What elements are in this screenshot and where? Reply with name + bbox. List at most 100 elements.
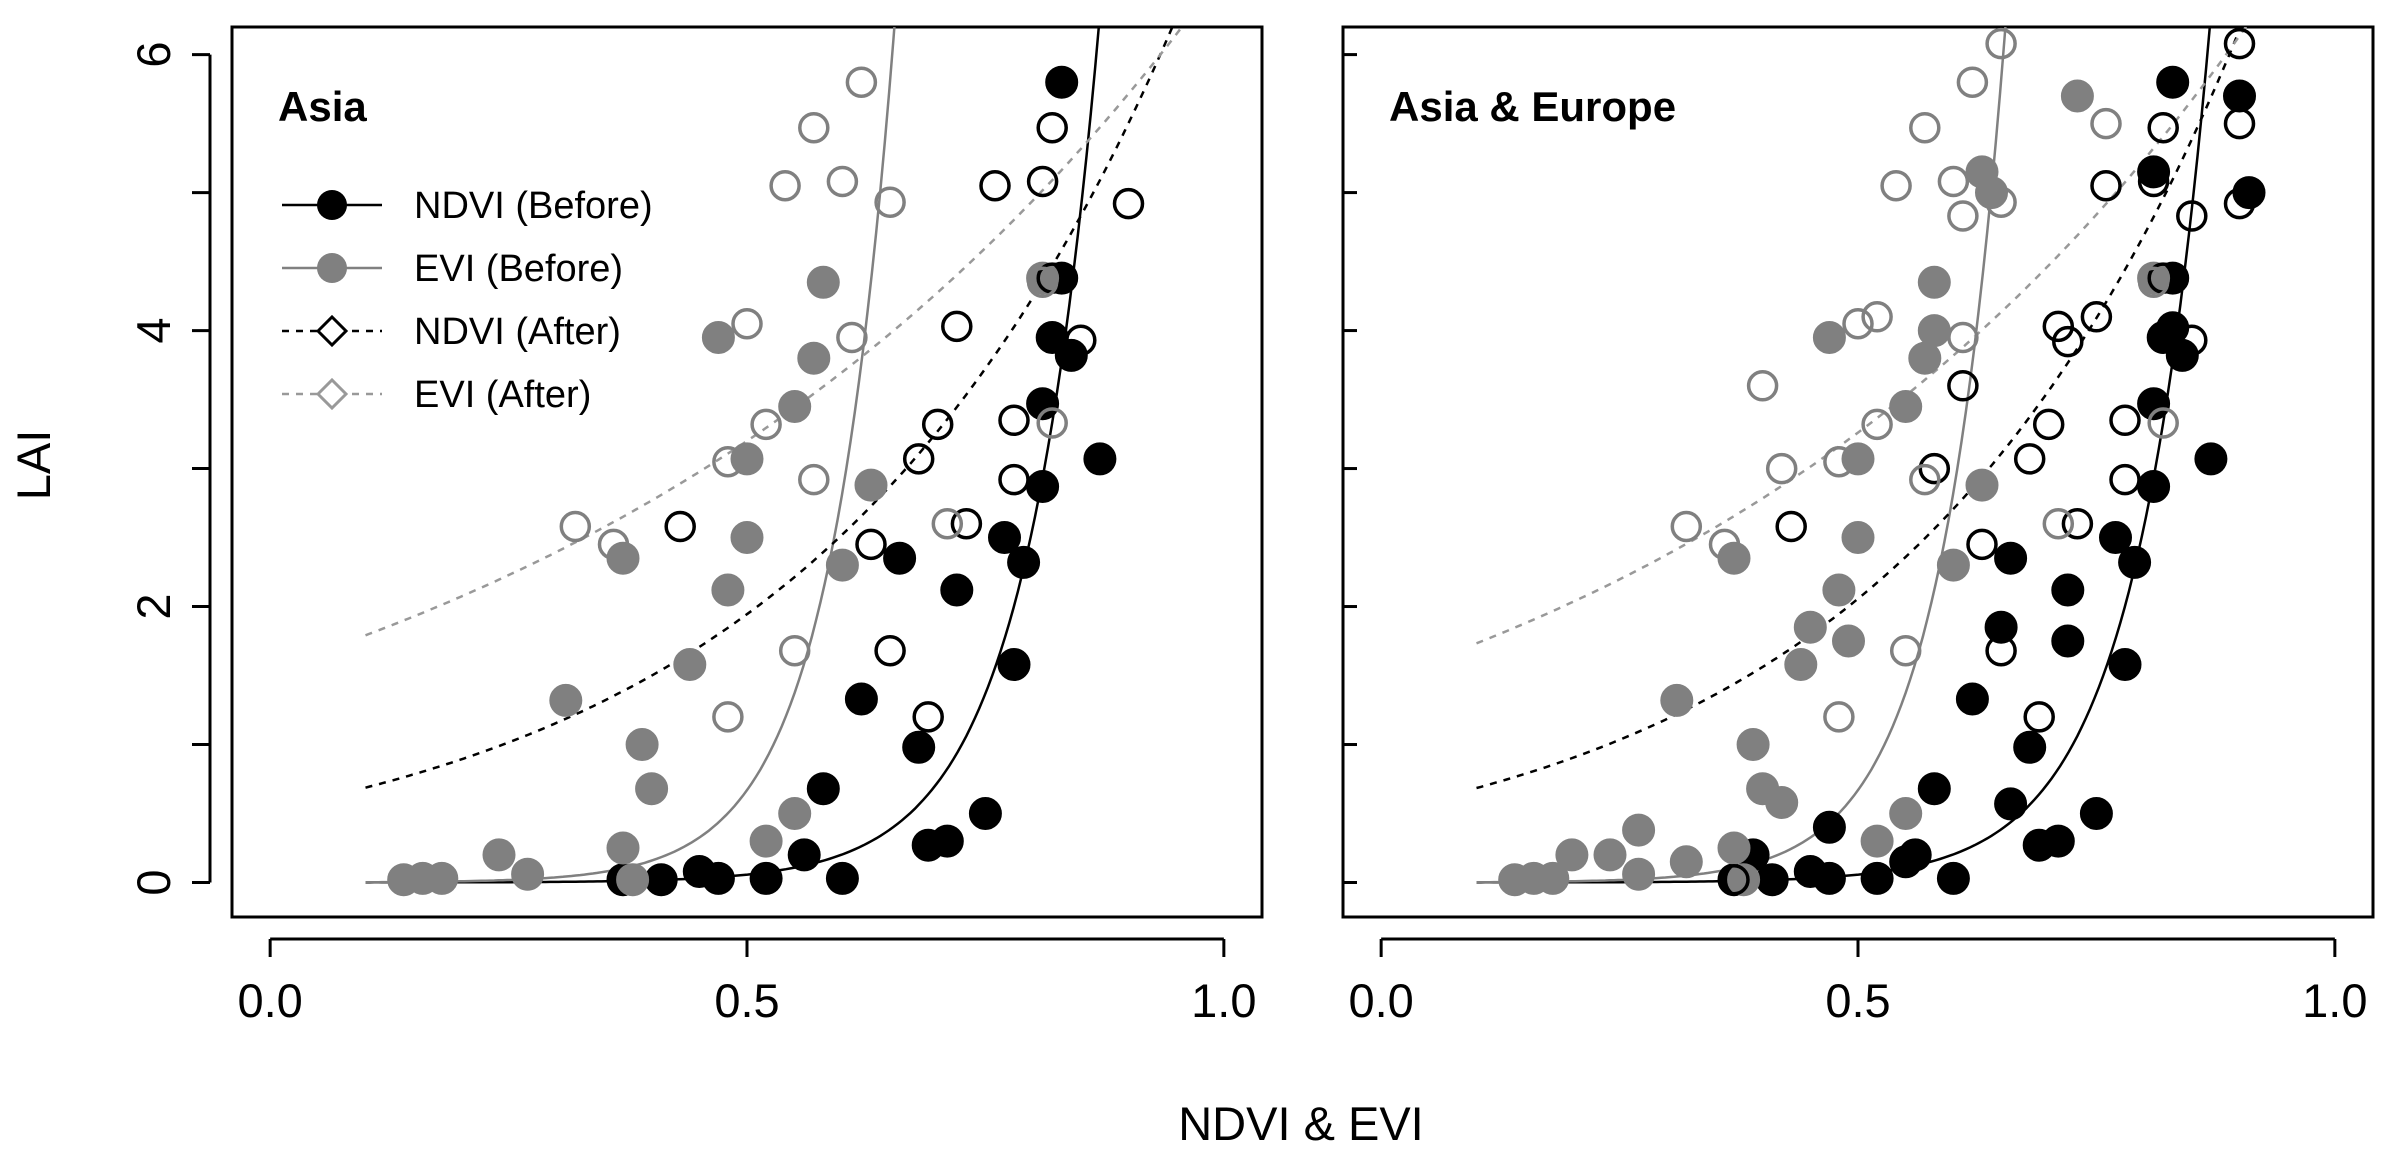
point-evi-before bbox=[825, 548, 859, 582]
point-ndvi-before bbox=[749, 861, 783, 895]
legend: NDVI (Before) EVI (Before) NDVI (After) EVI… bbox=[282, 185, 653, 416]
point-evi-before bbox=[482, 838, 516, 872]
point-evi-before bbox=[635, 772, 669, 806]
point-evi-after bbox=[597, 528, 630, 561]
point-ndvi-before bbox=[2194, 442, 2228, 476]
point-ndvi-before bbox=[2051, 573, 2085, 607]
point-ndvi-after bbox=[2052, 325, 2084, 358]
point-evi-after bbox=[750, 408, 782, 441]
point-ndvi-before bbox=[2137, 470, 2171, 503]
point-ndvi-before bbox=[825, 861, 859, 895]
point-ndvi-before bbox=[1984, 610, 2018, 644]
point-evi-after bbox=[874, 186, 906, 218]
point-evi-before bbox=[1784, 648, 1818, 681]
point-ndvi-after bbox=[2013, 443, 2046, 475]
point-ndvi-before bbox=[2013, 730, 2047, 764]
point-evi-before bbox=[797, 341, 831, 375]
point-ndvi-after bbox=[874, 634, 906, 667]
point-evi-before bbox=[1765, 786, 1799, 819]
point-evi-before bbox=[1936, 548, 1970, 582]
point-evi-before bbox=[806, 265, 840, 299]
point-ndvi-before bbox=[2223, 79, 2256, 113]
point-ndvi-before bbox=[1755, 863, 1789, 897]
point-evi-before bbox=[730, 442, 764, 476]
point-evi-after bbox=[1880, 169, 1912, 202]
point-evi-before bbox=[425, 861, 459, 895]
point-ndvi-before bbox=[1007, 545, 1041, 579]
point-ndvi-before bbox=[1955, 682, 1989, 716]
point-evi-after bbox=[559, 510, 592, 543]
point-ndvi-before bbox=[2118, 545, 2152, 579]
point-ndvi-before bbox=[968, 797, 1002, 830]
point-ndvi-before bbox=[1812, 810, 1846, 844]
point-ndvi-after bbox=[2223, 27, 2256, 60]
point-evi-after bbox=[1670, 510, 1703, 543]
point-ndvi-after bbox=[1112, 187, 1145, 220]
point-evi-before bbox=[749, 824, 783, 858]
point-evi-after bbox=[1909, 111, 1941, 144]
point-evi-after bbox=[1026, 266, 1059, 299]
point-ndvi-after bbox=[921, 408, 954, 441]
point-ndvi-before bbox=[883, 541, 917, 575]
point-evi-after bbox=[798, 111, 830, 144]
point-evi-after bbox=[1909, 463, 1941, 496]
point-ndvi-before bbox=[1994, 541, 2028, 575]
point-ndvi-after bbox=[998, 404, 1030, 437]
point-ndvi-after bbox=[1918, 452, 1951, 485]
point-evi-after bbox=[778, 634, 811, 667]
point-evi-before bbox=[1860, 824, 1894, 858]
point-evi-after bbox=[2137, 266, 2170, 299]
point-ndvi-before bbox=[2137, 155, 2171, 189]
point-evi-after bbox=[1036, 407, 1068, 439]
point-evi-after bbox=[769, 169, 801, 202]
point-evi-after bbox=[1765, 452, 1798, 485]
point-evi-before bbox=[606, 831, 640, 865]
point-evi-before bbox=[1812, 321, 1846, 354]
point-ndvi-after bbox=[2080, 301, 2113, 333]
point-ndvi-before bbox=[2108, 648, 2142, 681]
point-ndvi-after bbox=[902, 443, 935, 475]
point-evi-before bbox=[1841, 521, 1875, 554]
legend-marker bbox=[315, 377, 349, 411]
point-ndvi-after bbox=[855, 528, 887, 561]
curve-evi-before bbox=[1476, 27, 2007, 884]
point-ndvi-before bbox=[2041, 824, 2075, 858]
y-tick-label: 4 bbox=[127, 317, 180, 343]
point-ndvi-after bbox=[2147, 111, 2179, 144]
point-evi-before bbox=[673, 648, 707, 681]
point-evi-before bbox=[1832, 624, 1865, 658]
point-evi-before bbox=[1536, 861, 1570, 895]
point-evi-before bbox=[1622, 857, 1656, 891]
point-ndvi-before bbox=[644, 863, 678, 897]
point-evi-after bbox=[1842, 307, 1874, 340]
point-ndvi-after bbox=[2042, 310, 2075, 343]
point-evi-after bbox=[2147, 407, 2179, 439]
y-tick-label: 0 bbox=[127, 869, 180, 895]
point-evi-after bbox=[1861, 408, 1893, 441]
point-evi-after bbox=[2090, 107, 2122, 140]
point-ndvi-after bbox=[2109, 404, 2141, 437]
point-ndvi-after bbox=[2061, 507, 2094, 540]
point-evi-before bbox=[1727, 863, 1761, 897]
y-tick-label: 6 bbox=[127, 42, 180, 68]
point-ndvi-after bbox=[998, 463, 1030, 496]
point-evi-before bbox=[625, 728, 659, 761]
x-tick-label: 1.0 bbox=[1191, 974, 1256, 1027]
point-evi-after bbox=[1985, 27, 2017, 60]
x-axis-title: NDVI & EVI bbox=[1178, 1097, 1424, 1150]
point-evi-before bbox=[1669, 845, 1703, 879]
point-ndvi-before bbox=[2156, 65, 2190, 99]
plot-frame bbox=[230, 25, 1264, 919]
point-ndvi-after bbox=[2223, 187, 2256, 220]
point-ndvi-after bbox=[2032, 408, 2065, 441]
point-ndvi-after bbox=[664, 510, 696, 543]
point-evi-after bbox=[1947, 200, 1979, 232]
point-evi-before bbox=[1965, 468, 1999, 502]
point-ndvi-before bbox=[988, 521, 1021, 554]
point-evi-before bbox=[854, 468, 888, 502]
curve-evi-before bbox=[365, 27, 896, 884]
x-tick-label: 0.0 bbox=[237, 974, 302, 1027]
point-evi-before bbox=[1917, 265, 1951, 299]
point-evi-after bbox=[826, 165, 859, 198]
